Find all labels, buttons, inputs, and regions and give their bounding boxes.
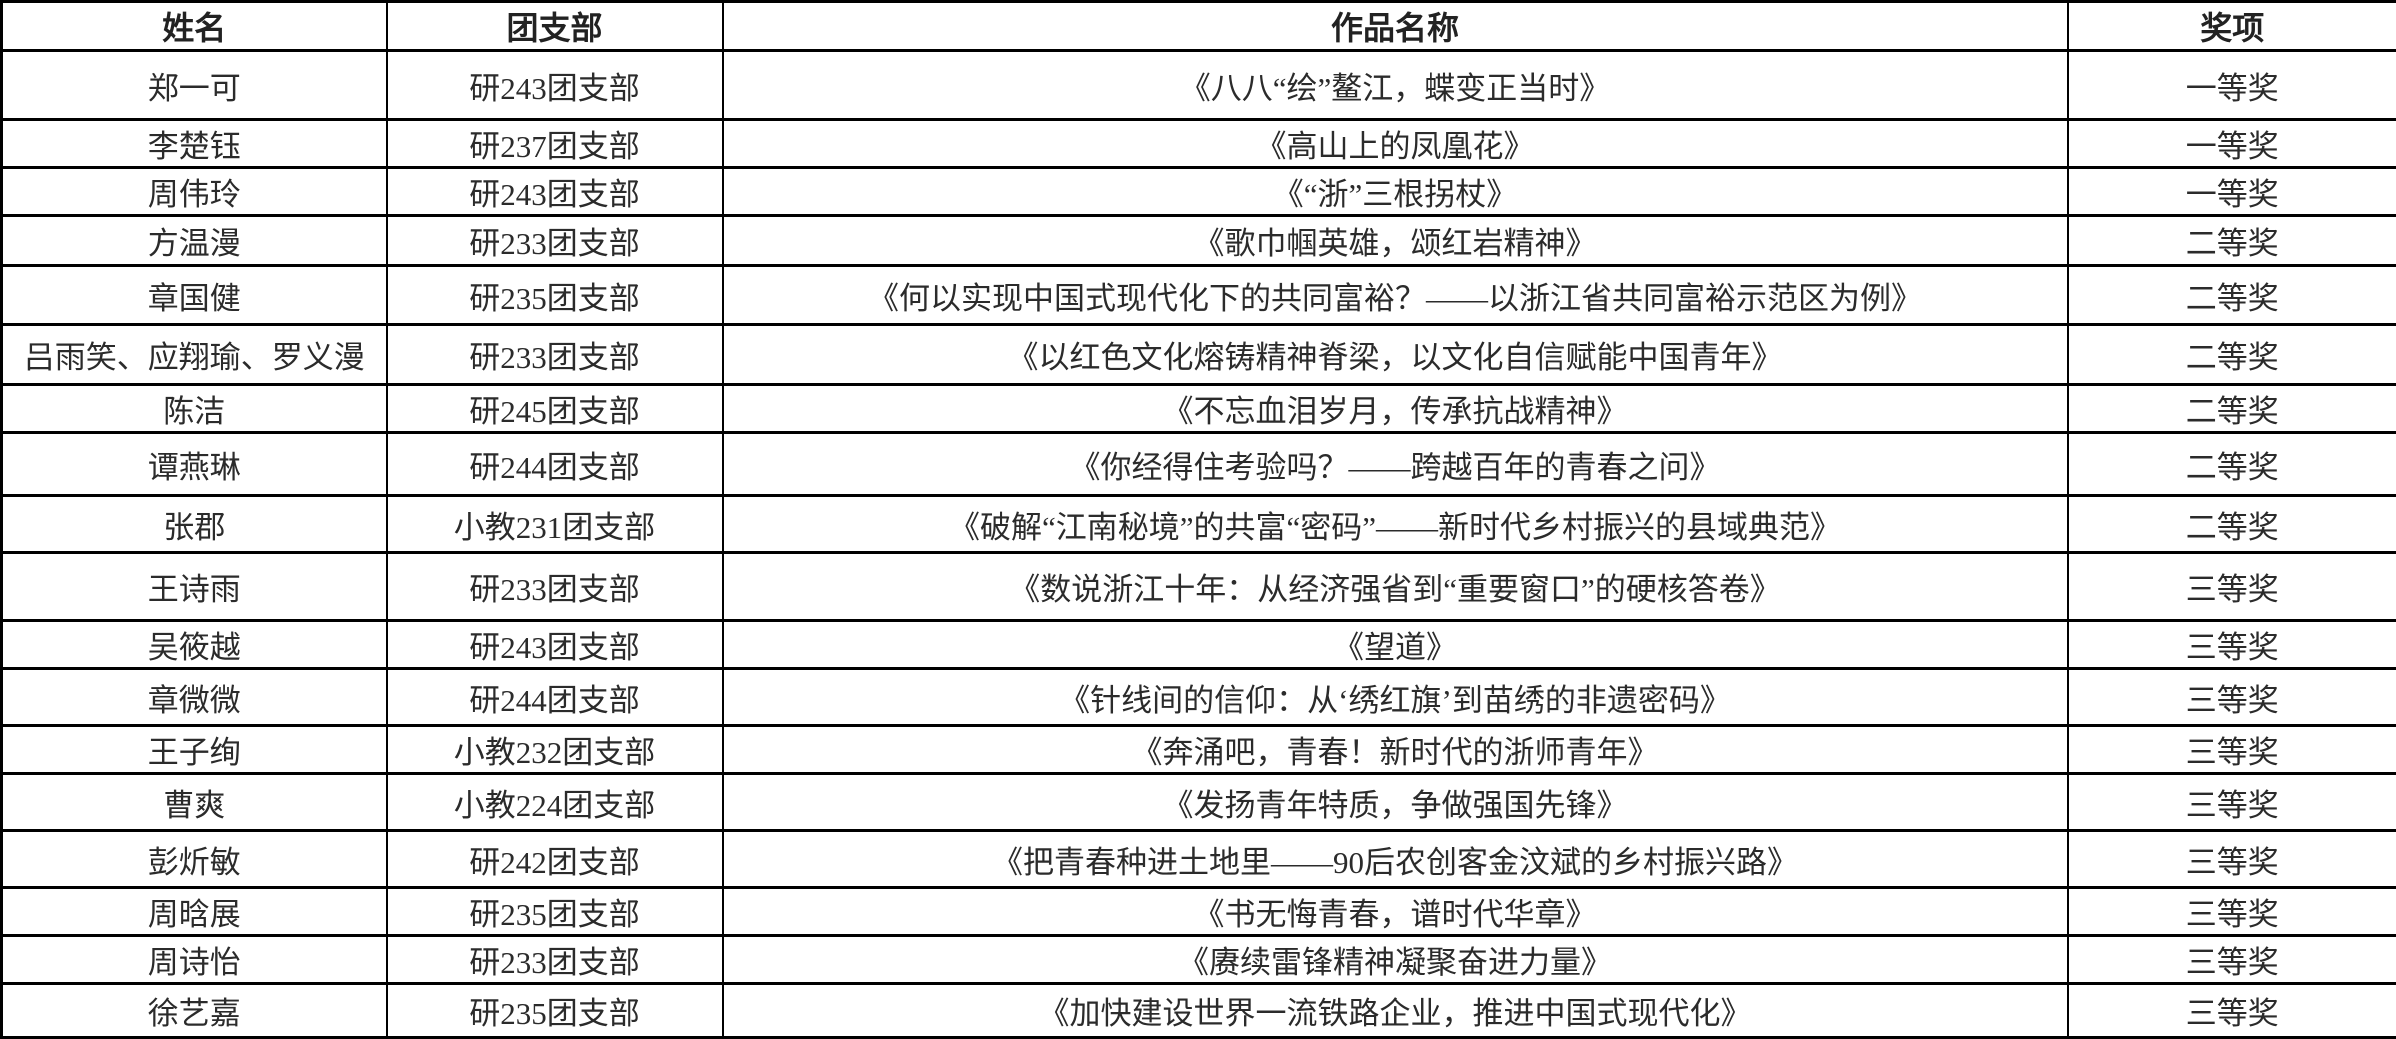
name-cell: 周晗展 (2, 888, 387, 936)
name-cell: 谭燕琳 (2, 433, 387, 496)
table-row: 章国健 研235团支部 《何以实现中国式现代化下的共同富裕？——以浙江省共同富裕… (2, 266, 2396, 325)
column-header-award: 奖项 (2068, 2, 2396, 51)
branch-cell: 小教231团支部 (387, 496, 723, 553)
name-cell: 周诗怡 (2, 936, 387, 984)
table-row: 王子绚 小教232团支部 《奔涌吧，青春！新时代的浙师青年》 三等奖 (2, 726, 2396, 774)
branch-cell: 研233团支部 (387, 936, 723, 984)
branch-cell: 小教224团支部 (387, 774, 723, 831)
work-cell: 《不忘血泪岁月，传承抗战精神》 (723, 385, 2068, 433)
work-cell: 《高山上的凤凰花》 (723, 120, 2068, 168)
work-cell: 《把青春种进土地里——90后农创客金汶斌的乡村振兴路》 (723, 831, 2068, 888)
award-cell: 三等奖 (2068, 888, 2396, 936)
table-row: 方温漫 研233团支部 《歌巾帼英雄，颂红岩精神》 二等奖 (2, 216, 2396, 266)
header-row: 姓名 团支部 作品名称 奖项 (2, 2, 2396, 51)
branch-cell: 研243团支部 (387, 51, 723, 120)
table-row: 周伟玲 研243团支部 《“浙”三根拐杖》 一等奖 (2, 168, 2396, 216)
work-cell: 《发扬青年特质，争做强国先锋》 (723, 774, 2068, 831)
table-row: 吴筱越 研243团支部 《望道》 三等奖 (2, 621, 2396, 669)
name-cell: 李楚钰 (2, 120, 387, 168)
award-cell: 三等奖 (2068, 831, 2396, 888)
work-cell: 《破解“江南秘境”的共富“密码”——新时代乡村振兴的县域典范》 (723, 496, 2068, 553)
name-cell: 王诗雨 (2, 553, 387, 621)
name-cell: 徐艺嘉 (2, 984, 387, 1038)
name-cell: 方温漫 (2, 216, 387, 266)
award-cell: 二等奖 (2068, 385, 2396, 433)
name-cell: 章国健 (2, 266, 387, 325)
branch-cell: 研245团支部 (387, 385, 723, 433)
work-cell: 《加快建设世界一流铁路企业，推进中国式现代化》 (723, 984, 2068, 1038)
branch-cell: 研235团支部 (387, 984, 723, 1038)
work-cell: 《八八“绘”鳌江，蝶变正当时》 (723, 51, 2068, 120)
award-cell: 二等奖 (2068, 433, 2396, 496)
name-cell: 周伟玲 (2, 168, 387, 216)
table-row: 谭燕琳 研244团支部 《你经得住考验吗？——跨越百年的青春之问》 二等奖 (2, 433, 2396, 496)
name-cell: 吕雨笑、应翔瑜、罗义漫 (2, 325, 387, 385)
table-row: 周晗展 研235团支部 《书无悔青春，谱时代华章》 三等奖 (2, 888, 2396, 936)
name-cell: 郑一可 (2, 51, 387, 120)
name-cell: 张郡 (2, 496, 387, 553)
branch-cell: 研233团支部 (387, 325, 723, 385)
branch-cell: 小教232团支部 (387, 726, 723, 774)
work-cell: 《以红色文化熔铸精神脊梁，以文化自信赋能中国青年》 (723, 325, 2068, 385)
award-cell: 三等奖 (2068, 984, 2396, 1038)
table-row: 李楚钰 研237团支部 《高山上的凤凰花》 一等奖 (2, 120, 2396, 168)
branch-cell: 研244团支部 (387, 669, 723, 726)
award-cell: 三等奖 (2068, 774, 2396, 831)
table-row: 彭炘敏 研242团支部 《把青春种进土地里——90后农创客金汶斌的乡村振兴路》 … (2, 831, 2396, 888)
branch-cell: 研233团支部 (387, 553, 723, 621)
award-cell: 一等奖 (2068, 120, 2396, 168)
column-header-branch: 团支部 (387, 2, 723, 51)
table-row: 章微微 研244团支部 《针线间的信仰：从‘绣红旗’到苗绣的非遗密码》 三等奖 (2, 669, 2396, 726)
work-cell: 《歌巾帼英雄，颂红岩精神》 (723, 216, 2068, 266)
award-cell: 二等奖 (2068, 216, 2396, 266)
work-cell: 《针线间的信仰：从‘绣红旗’到苗绣的非遗密码》 (723, 669, 2068, 726)
award-cell: 三等奖 (2068, 726, 2396, 774)
table-row: 陈洁 研245团支部 《不忘血泪岁月，传承抗战精神》 二等奖 (2, 385, 2396, 433)
work-cell: 《数说浙江十年：从经济强省到“重要窗口”的硬核答卷》 (723, 553, 2068, 621)
column-header-work: 作品名称 (723, 2, 2068, 51)
branch-cell: 研237团支部 (387, 120, 723, 168)
work-cell: 《书无悔青春，谱时代华章》 (723, 888, 2068, 936)
award-cell: 二等奖 (2068, 496, 2396, 553)
work-cell: 《你经得住考验吗？——跨越百年的青春之问》 (723, 433, 2068, 496)
branch-cell: 研233团支部 (387, 216, 723, 266)
award-cell: 一等奖 (2068, 51, 2396, 120)
name-cell: 曹爽 (2, 774, 387, 831)
table-row: 曹爽 小教224团支部 《发扬青年特质，争做强国先锋》 三等奖 (2, 774, 2396, 831)
branch-cell: 研242团支部 (387, 831, 723, 888)
award-cell: 一等奖 (2068, 168, 2396, 216)
work-cell: 《望道》 (723, 621, 2068, 669)
branch-cell: 研235团支部 (387, 266, 723, 325)
table-row: 吕雨笑、应翔瑜、罗义漫 研233团支部 《以红色文化熔铸精神脊梁，以文化自信赋能… (2, 325, 2396, 385)
award-cell: 三等奖 (2068, 936, 2396, 984)
name-cell: 彭炘敏 (2, 831, 387, 888)
work-cell: 《“浙”三根拐杖》 (723, 168, 2068, 216)
branch-cell: 研243团支部 (387, 621, 723, 669)
award-cell: 三等奖 (2068, 669, 2396, 726)
name-cell: 陈洁 (2, 385, 387, 433)
branch-cell: 研244团支部 (387, 433, 723, 496)
column-header-name: 姓名 (2, 2, 387, 51)
table-row: 周诗怡 研233团支部 《赓续雷锋精神凝聚奋进力量》 三等奖 (2, 936, 2396, 984)
branch-cell: 研235团支部 (387, 888, 723, 936)
name-cell: 吴筱越 (2, 621, 387, 669)
award-cell: 三等奖 (2068, 553, 2396, 621)
work-cell: 《何以实现中国式现代化下的共同富裕？——以浙江省共同富裕示范区为例》 (723, 266, 2068, 325)
table-row: 王诗雨 研233团支部 《数说浙江十年：从经济强省到“重要窗口”的硬核答卷》 三… (2, 553, 2396, 621)
name-cell: 章微微 (2, 669, 387, 726)
award-cell: 二等奖 (2068, 325, 2396, 385)
table-row: 郑一可 研243团支部 《八八“绘”鳌江，蝶变正当时》 一等奖 (2, 51, 2396, 120)
name-cell: 王子绚 (2, 726, 387, 774)
branch-cell: 研243团支部 (387, 168, 723, 216)
table-row: 张郡 小教231团支部 《破解“江南秘境”的共富“密码”——新时代乡村振兴的县域… (2, 496, 2396, 553)
work-cell: 《赓续雷锋精神凝聚奋进力量》 (723, 936, 2068, 984)
table-row: 徐艺嘉 研235团支部 《加快建设世界一流铁路企业，推进中国式现代化》 三等奖 (2, 984, 2396, 1038)
award-cell: 三等奖 (2068, 621, 2396, 669)
award-cell: 二等奖 (2068, 266, 2396, 325)
work-cell: 《奔涌吧，青春！新时代的浙师青年》 (723, 726, 2068, 774)
